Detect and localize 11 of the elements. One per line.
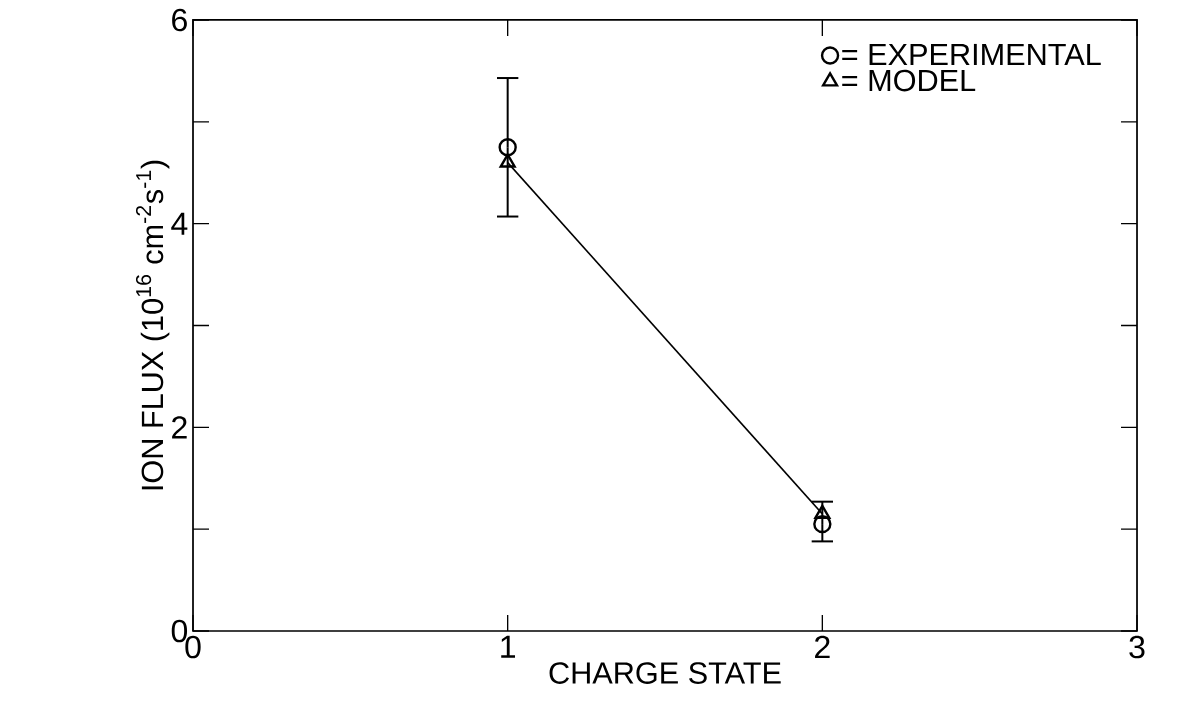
y-axis-title: ION FLUX (10$^{16}$ cm$^{-2}$s$^{-1}$) [135, 160, 170, 490]
y-tick-label: 6 [172, 8, 187, 32]
legend-label: = EXPERIMENTAL [842, 43, 1101, 66]
x-tick-label: 1 [501, 635, 515, 658]
y-tick-label: 0 [171, 619, 188, 643]
y-tick-label: 4 [171, 212, 188, 235]
x-axis-title: CHARGE STATE [549, 662, 781, 684]
x-tick-label: 2 [815, 635, 830, 659]
y-tick-label: 2 [172, 416, 187, 439]
legend-label: = MODEL [842, 69, 976, 92]
x-tick-label: 3 [1129, 635, 1145, 659]
